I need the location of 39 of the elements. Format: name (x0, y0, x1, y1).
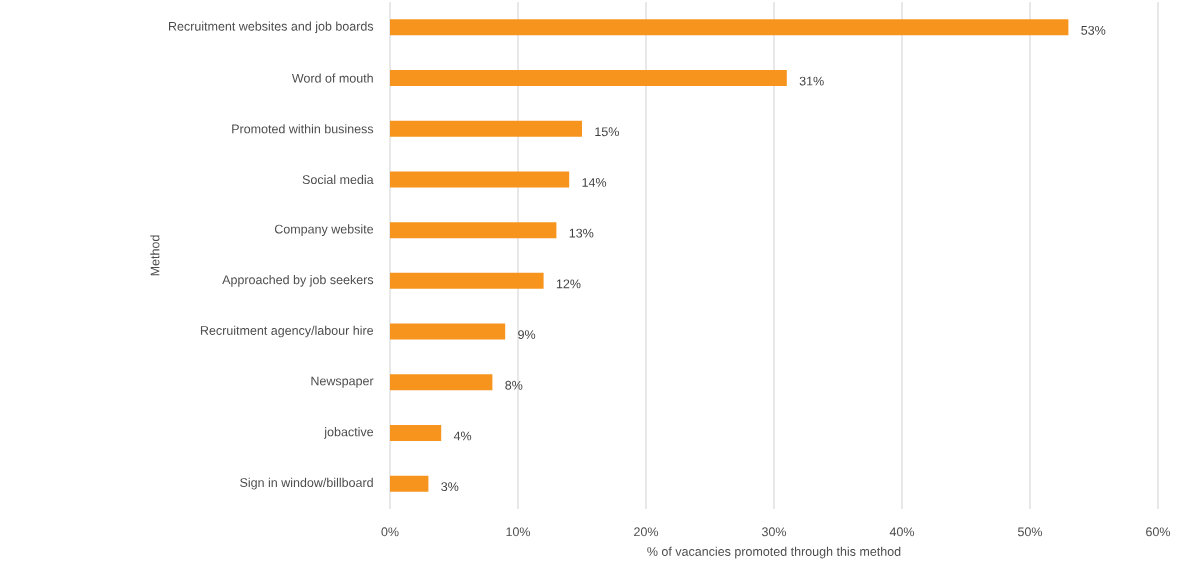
data-label: 13% (569, 228, 594, 238)
bar (390, 19, 1069, 36)
data-label: 3% (441, 482, 459, 492)
data-label: 53% (1081, 25, 1106, 35)
x-tick-label: 0% (381, 527, 399, 537)
y-tick-label: Promoted within business (232, 124, 374, 134)
y-tick-label: Approached by job seekers (222, 275, 374, 287)
y-tick-label: Social media (302, 174, 374, 185)
data-label: 14% (582, 178, 607, 187)
y-tick-label: Recruitment agency/labour hire (200, 325, 374, 338)
x-tick-label: 60% (1146, 527, 1171, 537)
bar (390, 323, 506, 340)
x-tick-label: 20% (634, 527, 659, 537)
data-label: 8% (505, 380, 523, 390)
data-label: 12% (556, 279, 581, 289)
y-tick-label: Newspaper (311, 376, 374, 388)
bar (390, 171, 570, 188)
y-tick-label: Word of mouth (291, 73, 373, 83)
bar (390, 424, 442, 441)
bar (390, 70, 787, 87)
x-tick-label: 40% (889, 527, 915, 537)
bar (390, 475, 429, 492)
bar (390, 374, 493, 391)
x-tick-label: 50% (1017, 527, 1043, 537)
data-label: 4% (453, 431, 472, 441)
bar (390, 272, 544, 289)
y-tick-label: Company website (274, 224, 374, 236)
x-axis-title: % of vacancies promoted through this method (647, 546, 901, 559)
y-tick-label: Recruitment websites and job boards (169, 21, 374, 34)
data-label: 31% (799, 76, 824, 86)
y-tick-label: Sign in window/billboard (240, 477, 373, 490)
y-tick-label: jobactive (324, 427, 374, 439)
bar (390, 120, 582, 137)
y-axis-title: Method (150, 235, 160, 276)
data-label: 15% (595, 127, 619, 137)
x-tick-label: 30% (761, 527, 787, 537)
data-label: 9% (518, 330, 536, 339)
x-tick-label: 10% (506, 527, 531, 537)
bar (390, 222, 557, 239)
